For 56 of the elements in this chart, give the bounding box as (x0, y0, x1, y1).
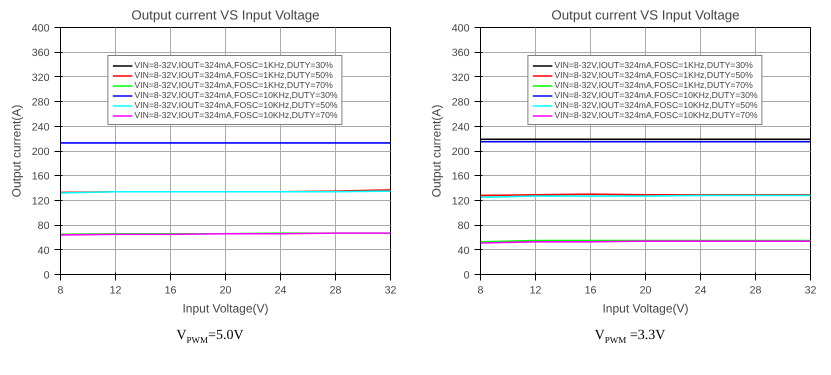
y-tick-label: 240 (32, 121, 50, 134)
x-tick-label: 28 (330, 284, 342, 296)
legend-label: VIN=8-32V,IOUT=324mA,FOSC=10KHz,DUTY=70% (554, 110, 758, 120)
x-tick-label: 24 (274, 284, 286, 296)
text: V$_{PWM}$ =3.3V (594, 327, 666, 347)
x-tick-label: 16 (164, 284, 176, 296)
y-tick-label: 360 (452, 47, 470, 60)
y-tick-label: 200 (452, 146, 470, 158)
y-tick-label: 40 (458, 244, 470, 257)
legend-label: VIN=8-32V,IOUT=324mA,FOSC=1KHz,DUTY=30% (554, 60, 753, 70)
y-tick-label: 120 (452, 195, 470, 208)
legend-label: VIN=8-32V,IOUT=324mA,FOSC=10KHz,DUTY=30% (554, 90, 758, 100)
y-tick-label: 160 (452, 170, 470, 183)
x-axis-title: Input Voltage(V) (182, 302, 269, 316)
legend-label: VIN=8-32V,IOUT=324mA,FOSC=1KHz,DUTY=30% (134, 60, 333, 70)
y-tick-label: 120 (32, 195, 50, 208)
y-tick-label: 240 (452, 121, 470, 134)
y-tick-label: 80 (38, 220, 50, 232)
y-tick-label: 280 (452, 96, 470, 109)
x-tick-label: 32 (804, 284, 816, 296)
y-axis-title: Output current(A) (430, 104, 444, 198)
y-tick-label: 0 (44, 270, 50, 282)
y-axis-title: Output current(A) (10, 104, 24, 198)
y-tick-label: 80 (458, 220, 470, 232)
y-tick-label: 280 (32, 96, 50, 109)
y-tick-label: 360 (32, 47, 50, 60)
x-axis-title: Input Voltage(V) (602, 302, 689, 316)
legend-label: VIN=8-32V,IOUT=324mA,FOSC=1KHz,DUTY=50% (134, 70, 333, 80)
x-tick-label: 12 (110, 284, 122, 296)
y-tick-label: 40 (38, 244, 50, 257)
x-tick-label: 8 (58, 284, 64, 296)
x-tick-label: 24 (694, 284, 706, 296)
y-tick-label: 400 (452, 22, 470, 34)
x-tick-label: 32 (384, 284, 396, 296)
chart-title: Output current VS Input Voltage (551, 8, 740, 22)
y-tick-label: 320 (452, 72, 470, 84)
y-tick-label: 400 (32, 22, 50, 34)
legend-label: VIN=8-32V,IOUT=324mA,FOSC=10KHz,DUTY=50% (134, 100, 338, 110)
x-tick-label: 28 (750, 284, 762, 296)
x-tick-label: 16 (584, 284, 596, 296)
legend-label: VIN=8-32V,IOUT=324mA,FOSC=1KHz,DUTY=50% (554, 70, 753, 80)
x-tick-label: 20 (220, 284, 232, 296)
x-tick-label: 20 (640, 284, 652, 296)
y-tick-label: 160 (32, 170, 50, 183)
legend-label: VIN=8-32V,IOUT=324mA,FOSC=10KHz,DUTY=70% (134, 110, 338, 120)
x-tick-label: 8 (478, 284, 484, 296)
y-tick-label: 320 (32, 72, 50, 84)
legend-label: VIN=8-32V,IOUT=324mA,FOSC=10KHz,DUTY=30% (134, 90, 338, 100)
text: V$_{PWM}$=5.0V (176, 327, 244, 347)
legend-label: VIN=8-32V,IOUT=324mA,FOSC=10KHz,DUTY=50% (554, 100, 758, 110)
legend-label: VIN=8-32V,IOUT=324mA,FOSC=1KHz,DUTY=70% (554, 80, 753, 90)
legend-label: VIN=8-32V,IOUT=324mA,FOSC=1KHz,DUTY=70% (134, 80, 333, 90)
y-tick-label: 200 (32, 146, 50, 158)
x-tick-label: 12 (530, 284, 542, 296)
chart-title: Output current VS Input Voltage (131, 8, 320, 22)
y-tick-label: 0 (464, 270, 470, 282)
